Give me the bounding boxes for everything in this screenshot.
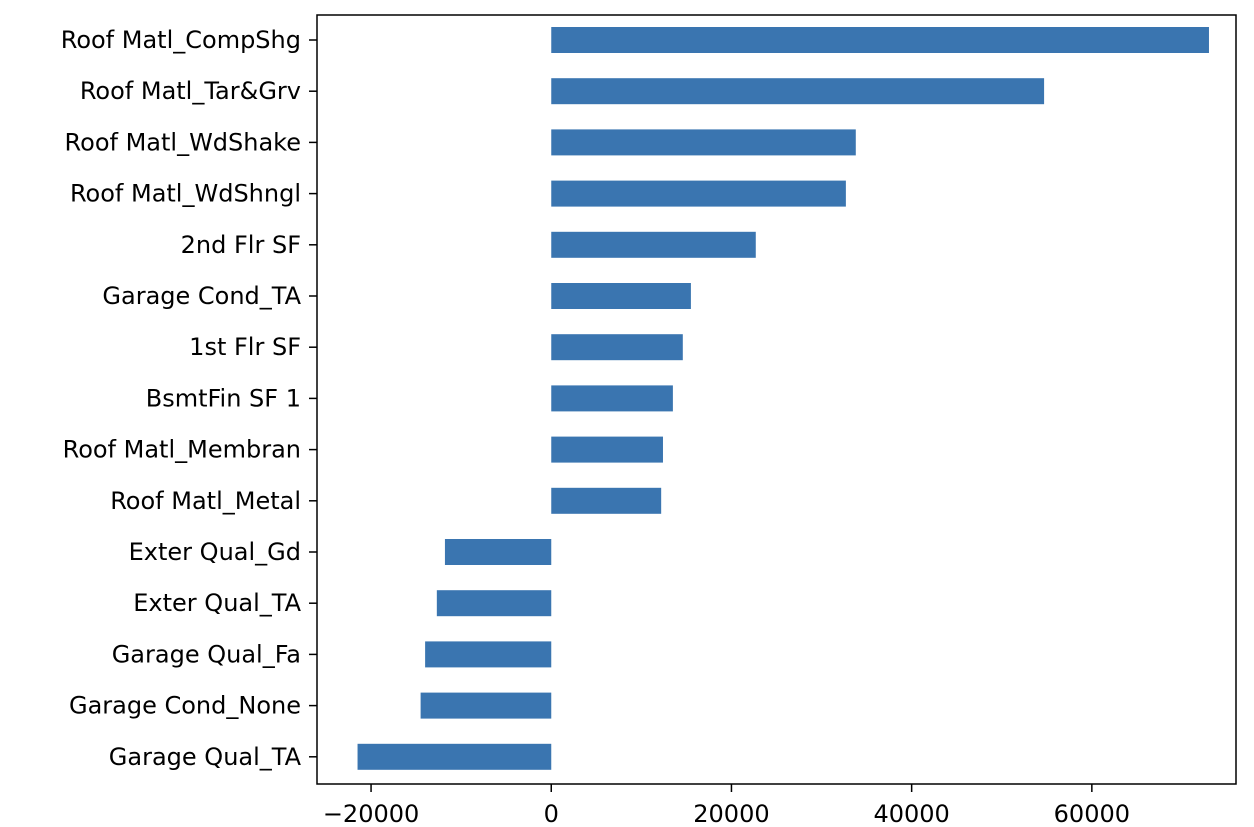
- bar: [551, 385, 673, 412]
- y-tick-label: Roof Matl_CompShg: [61, 26, 301, 54]
- y-tick-label: Garage Qual_Fa: [112, 640, 301, 668]
- y-tick-label: Roof Matl_Tar&Grv: [80, 77, 301, 105]
- x-tick-label: 60000: [1054, 800, 1130, 827]
- x-tick-label: 0: [544, 800, 559, 827]
- y-tick-label: Roof Matl_Metal: [110, 487, 301, 515]
- bar: [420, 692, 552, 719]
- bar: [551, 78, 1045, 105]
- bar: [551, 334, 683, 361]
- plot-frame: [316, 14, 1237, 785]
- bar: [425, 641, 552, 668]
- y-tick-label: 2nd Flr SF: [181, 231, 301, 259]
- x-axis-ticks: −20000 0 20000 40000 60000: [323, 784, 1130, 827]
- x-tick-label: 40000: [873, 800, 949, 827]
- bar: [444, 539, 552, 565]
- bar: [551, 283, 691, 309]
- x-tick-label: 20000: [693, 800, 769, 827]
- bars-group: [357, 27, 1209, 770]
- bar: [551, 27, 1209, 53]
- y-tick-label: Exter Qual_TA: [133, 589, 301, 617]
- y-axis-ticks: Roof Matl_CompShg Roof Matl_Tar&Grv Roof M…: [61, 26, 317, 771]
- y-tick-label: Roof Matl_WdShngl: [70, 180, 301, 208]
- x-tick-label: −20000: [323, 800, 419, 827]
- bar: [551, 129, 856, 156]
- y-tick-label: Roof Matl_WdShake: [65, 128, 301, 156]
- bar: [436, 590, 552, 617]
- y-tick-label: Exter Qual_Gd: [129, 538, 301, 566]
- y-tick-label: Garage Cond_TA: [102, 282, 301, 310]
- y-tick-label: Garage Qual_TA: [109, 743, 302, 771]
- y-tick-label: Roof Matl_Membran: [63, 436, 301, 464]
- y-tick-label: 1st Flr SF: [189, 333, 301, 361]
- y-tick-label: BsmtFin SF 1: [146, 384, 301, 412]
- bar: [357, 743, 552, 770]
- y-tick-label: Garage Cond_None: [69, 692, 301, 720]
- bar: [551, 436, 663, 463]
- bar: [551, 487, 662, 514]
- bar: [551, 180, 846, 207]
- bar: [551, 231, 756, 258]
